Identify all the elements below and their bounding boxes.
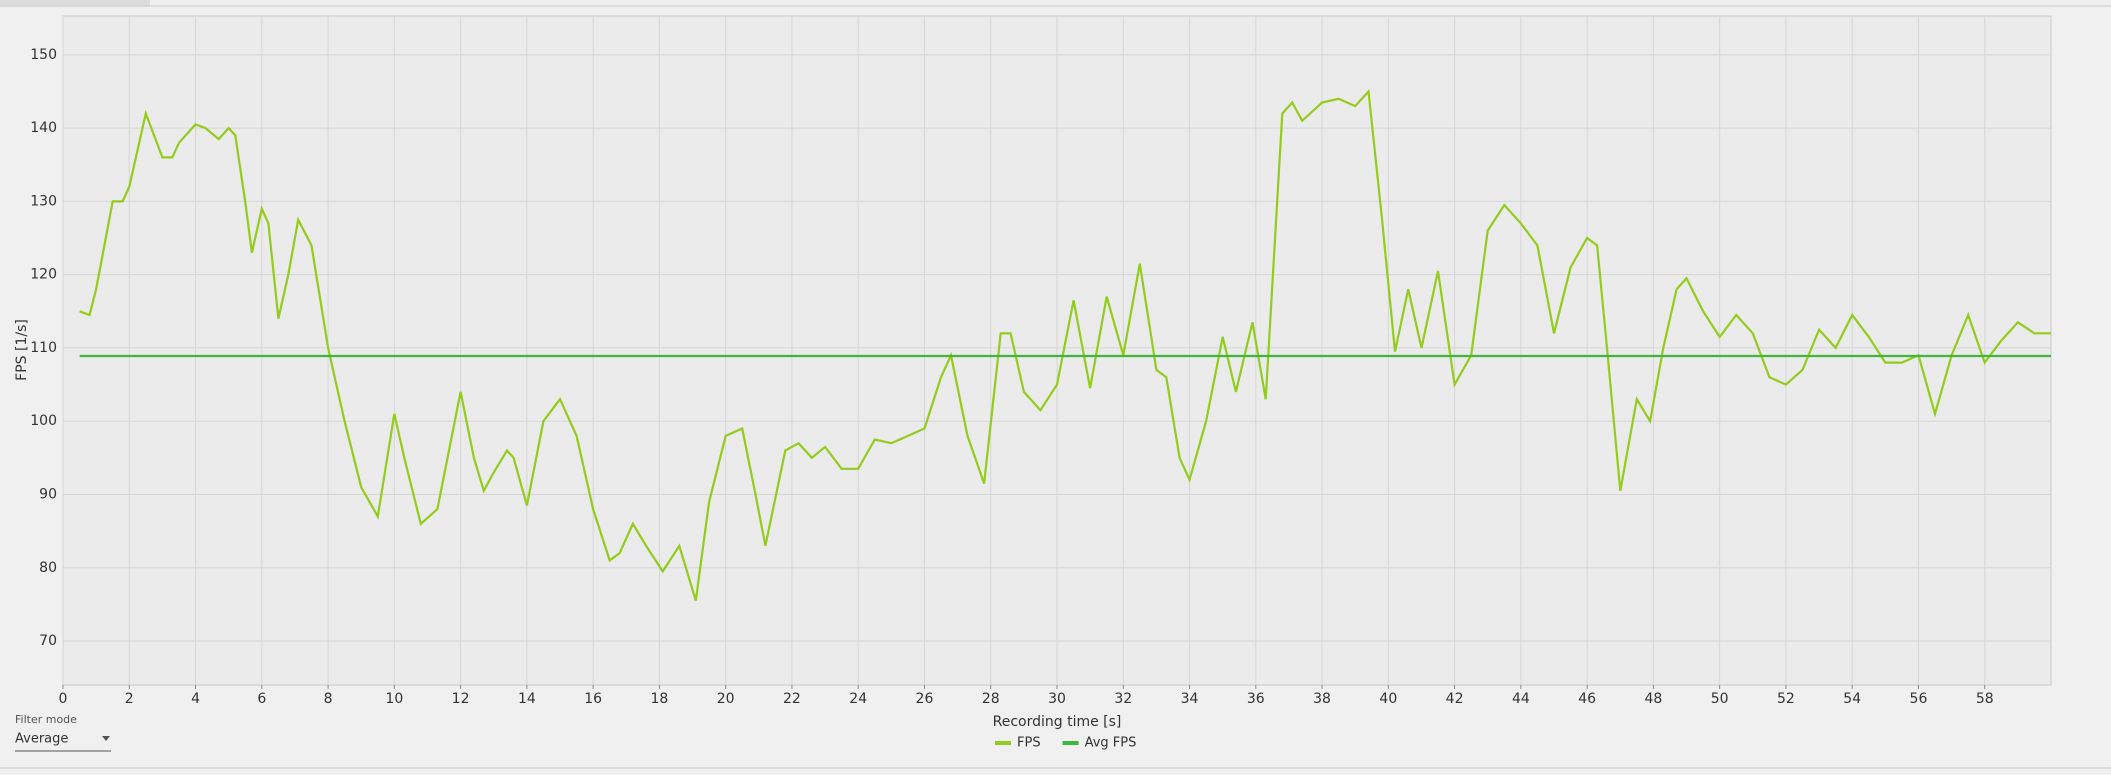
x-tick-label: 8 xyxy=(324,691,333,707)
x-tick-label: 52 xyxy=(1777,691,1795,707)
y-tick-label: 110 xyxy=(30,340,57,356)
x-tick-label: 34 xyxy=(1181,691,1199,707)
x-tick-label: 50 xyxy=(1711,691,1729,707)
y-tick-label: 120 xyxy=(30,267,57,283)
x-tick-label: 48 xyxy=(1644,691,1662,707)
x-tick-label: 2 xyxy=(125,691,134,707)
dropdown-arrow[interactable] xyxy=(102,736,110,741)
x-tick-label: 26 xyxy=(916,691,934,707)
x-tick-label: 12 xyxy=(452,691,470,707)
x-tick-label: 38 xyxy=(1313,691,1331,707)
y-tick-label: 70 xyxy=(39,633,57,649)
x-tick-label: 36 xyxy=(1247,691,1265,707)
legend-label: Avg FPS xyxy=(1085,736,1137,751)
x-tick-label: 4 xyxy=(191,691,200,707)
x-tick-label: 56 xyxy=(1910,691,1928,707)
x-tick-label: 0 xyxy=(59,691,68,707)
x-tick-label: 22 xyxy=(783,691,801,707)
x-tick-label: 24 xyxy=(849,691,867,707)
series-line xyxy=(79,88,2051,602)
legend-label: FPS xyxy=(1017,736,1041,751)
x-tick-label: 40 xyxy=(1379,691,1397,707)
y-tick-label: 130 xyxy=(30,193,57,209)
y-axis-title: FPS [1/s] xyxy=(14,319,30,381)
y-tick-label: 100 xyxy=(30,413,57,429)
x-tick-label: 46 xyxy=(1578,691,1596,707)
filter-mode-dropdown[interactable]: Average xyxy=(15,732,68,747)
tab[interactable] xyxy=(0,0,150,6)
x-tick-label: 14 xyxy=(518,691,536,707)
y-tick-label: 90 xyxy=(39,486,57,502)
y-tick-label: 150 xyxy=(30,47,57,63)
x-tick-label: 18 xyxy=(650,691,668,707)
x-tick-label: 6 xyxy=(257,691,266,707)
x-tick-label: 32 xyxy=(1114,691,1132,707)
y-tick-label: 140 xyxy=(30,120,57,136)
x-tick-label: 30 xyxy=(1048,691,1066,707)
x-tick-label: 10 xyxy=(385,691,403,707)
y-tick-label: 80 xyxy=(39,560,57,576)
x-tick-label: 16 xyxy=(584,691,602,707)
x-tick-label: 58 xyxy=(1976,691,1994,707)
x-tick-label: 28 xyxy=(982,691,1000,707)
x-tick-label: 54 xyxy=(1843,691,1861,707)
x-tick-label: 42 xyxy=(1446,691,1464,707)
filter-mode-label: Filter mode xyxy=(15,713,77,726)
x-axis-title: Recording time [s] xyxy=(993,714,1122,730)
x-tick-label: 44 xyxy=(1512,691,1530,707)
x-tick-label: 20 xyxy=(717,691,735,707)
